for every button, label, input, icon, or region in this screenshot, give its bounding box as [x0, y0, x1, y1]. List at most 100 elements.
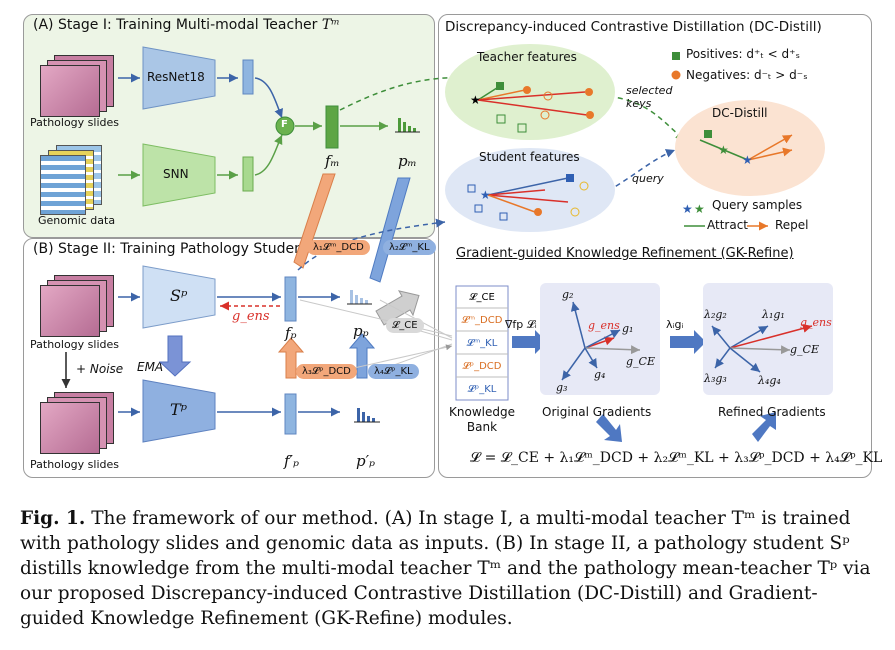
bank-item: 𝓛ᵖ_DCD: [462, 361, 502, 372]
pm-histogram: [395, 118, 420, 133]
svg-text:★: ★: [480, 188, 491, 202]
fp-label: fₚ: [285, 324, 297, 342]
svg-text:★: ★: [682, 202, 693, 216]
pm-label: pₘ: [398, 152, 417, 170]
snn-label: SNN: [163, 167, 189, 181]
refined-gradients-box: [703, 283, 833, 395]
fp-prime-label: f′ₚ: [284, 452, 299, 470]
orig-g2: g₂: [562, 288, 574, 301]
fm-label: fₘ: [325, 152, 340, 170]
ref-grad-vectors: [711, 323, 813, 373]
gens-label: g_ens: [232, 309, 270, 324]
orig-to-ref-arrow: [670, 330, 706, 354]
bank-to-orig-arrow: [512, 330, 547, 354]
fusion-label: F: [281, 119, 288, 130]
figure-caption: Fig. 1. The framework of our method. (A)…: [20, 506, 878, 631]
caption-text: The framework of our method. (A) In stag…: [20, 508, 871, 629]
fm-feature: [325, 105, 339, 149]
genomic-data-image: [40, 145, 115, 215]
orig-grad-vectors: [561, 301, 641, 381]
svg-text:★: ★: [694, 202, 705, 216]
ref-up-arrow: [752, 412, 776, 442]
bank-item: 𝓛_CE: [469, 292, 495, 303]
ref-l3g3: λ₃g₃: [704, 372, 727, 385]
pp-prime-histogram: [354, 408, 380, 423]
ref-gens: g_ens: [800, 316, 832, 329]
ref-l2g2: λ₂g₂: [704, 308, 727, 321]
ema-label: EMA: [137, 360, 164, 374]
loss-kl-p-badge: λ₄𝓛ᵖ_KL: [368, 364, 419, 379]
selected-keys-label: selected keys: [626, 84, 673, 110]
loss-dcd-p-badge: λ₃𝓛ᵖ_DCD: [296, 364, 357, 379]
scale-op-label: λᵢgᵢ: [666, 318, 684, 331]
snn-block: [142, 143, 216, 207]
loss-dcd-m-badge: λ₁𝓛ᵐ_DCD: [307, 240, 370, 255]
pathology-label-s2-top: Pathology slides: [30, 338, 119, 351]
pathology-slides-image: [40, 55, 115, 117]
bank-item: 𝓛ᵐ_DCD: [461, 315, 503, 326]
knowledge-bank-label: Knowledge Bank: [449, 405, 515, 434]
dc-distill-label: DC-Distill: [712, 106, 768, 120]
orig-g3: g₃: [556, 381, 568, 394]
pp-histogram: [347, 290, 372, 305]
ref-l1g1: λ₁g₁: [762, 308, 785, 321]
orig-down-arrow: [596, 414, 622, 442]
genomic-label: Genomic data: [38, 214, 116, 227]
orig-gce: g_CE: [626, 355, 655, 368]
pathology-label-s1: Pathology slides: [30, 116, 119, 129]
query-label: query: [632, 172, 664, 185]
resnet-label: ResNet18: [147, 70, 205, 84]
dc-distill-vectors: ★ ★: [699, 130, 793, 167]
student-symbol: Sᵖ: [170, 286, 188, 305]
knowledge-bank: [455, 285, 509, 401]
orig-g4: g₄: [594, 368, 606, 381]
caption-fig-label: Fig. 1.: [20, 508, 86, 529]
knowledge-bank-items: 𝓛_CE 𝓛ᵐ_DCD 𝓛ᵐ_KL 𝓛ᵖ_DCD 𝓛ᵖ_KL: [456, 287, 508, 402]
total-loss-equation: 𝓛 = 𝓛_CE + λ₁𝓛ᵐ_DCD + λ₂𝓛ᵐ_KL + λ₃𝓛ᵖ_DCD…: [470, 450, 883, 466]
svg-text:★: ★: [718, 143, 729, 157]
fp-feature: [284, 276, 297, 322]
noise-label: + Noise: [76, 362, 124, 376]
orig-gens: g_ens: [588, 319, 620, 332]
orig-g1: g₁: [622, 322, 634, 335]
pathology-slides-image-s2-top: [40, 275, 115, 337]
ref-l4g4: λ₄g₄: [758, 374, 781, 387]
svg-text:★: ★: [742, 153, 753, 167]
pp-prime-label: p′ₚ: [356, 452, 376, 470]
teacher-vectors: ★: [470, 82, 594, 133]
loss-kl-m-badge: λ₂𝓛ᵐ_KL: [383, 240, 436, 255]
dc-distill-title: Discrepancy-induced Contrastive Distilla…: [445, 19, 822, 35]
positives-legend: Positives: d⁺ₜ < d⁺ₛ: [686, 47, 800, 61]
fm-to-fp-arrow: [293, 173, 336, 269]
negatives-legend: Negatives: d⁻ₜ > d⁻ₛ: [686, 68, 808, 82]
grad-op-label: ∇fp 𝓛ᵢ: [505, 318, 537, 331]
svg-text:★: ★: [470, 93, 481, 107]
repel-legend: Repel: [775, 218, 809, 232]
resnet18-block: [142, 46, 216, 110]
pathology-label-s2-bottom: Pathology slides: [30, 458, 119, 471]
student-features-label: Student features: [479, 150, 580, 164]
bank-item: 𝓛ᵐ_KL: [466, 338, 498, 349]
attract-legend: Attract: [707, 218, 748, 232]
dc-distill-cluster: [675, 100, 825, 196]
ref-gce: g_CE: [790, 343, 819, 356]
pathology-slides-image-s2-bottom: [40, 392, 115, 454]
teacher-features-label: Teacher features: [477, 50, 577, 64]
stage1-title: (A) Stage I: Training Multi-modal Teache…: [33, 17, 340, 33]
original-gradients-box: [540, 283, 660, 395]
pp-prime-up-arrow: [348, 333, 376, 379]
ema-arrow: [158, 335, 192, 377]
fp-prime-feature: [284, 393, 297, 435]
fusion-node: [275, 116, 295, 136]
loss-ce-badge: 𝓛_CE: [386, 318, 424, 333]
student-vectors: ★: [467, 174, 589, 221]
stage2-title: (B) Stage II: Training Pathology Student: [33, 241, 309, 257]
query-samples-legend: Query samples: [712, 198, 803, 212]
student-features-cluster: [445, 148, 615, 232]
original-gradients-label: Original Gradients: [542, 405, 652, 419]
bank-item: 𝓛ᵖ_KL: [467, 384, 497, 395]
framework-diagram: ★ ★ ★ ★ ★ ★: [61, 44, 833, 443]
mean-teacher-symbol: Tᵖ: [170, 400, 188, 419]
student-block: [142, 265, 216, 329]
refined-gradients-label: Refined Gradients: [718, 405, 826, 419]
